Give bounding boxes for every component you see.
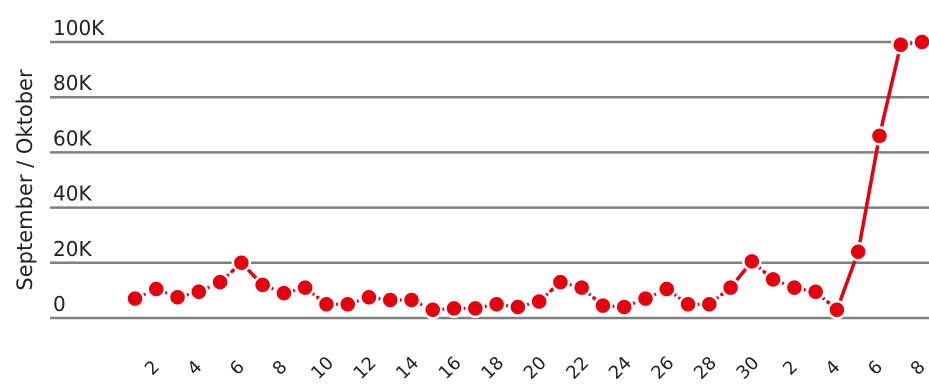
line-segment xyxy=(877,43,903,138)
data-point xyxy=(274,283,294,303)
x-tick-label: 6 xyxy=(864,357,887,380)
x-tick-label: 30 xyxy=(732,353,763,384)
x-tick-label: 12 xyxy=(350,353,381,384)
line-segment xyxy=(856,134,882,254)
data-point xyxy=(614,297,634,317)
data-point xyxy=(890,35,911,55)
x-tick-label: 6 xyxy=(226,357,249,380)
data-point xyxy=(720,277,741,298)
x-tick-label: 2 xyxy=(141,357,164,380)
data-point xyxy=(571,277,592,298)
x-tick-label: 4 xyxy=(822,357,845,380)
gridlines xyxy=(50,40,929,320)
x-axis-ticks: 2 4 6 8 10 12 14 16 18 20 22 24 26 28 30 2 4 6 8 xyxy=(141,353,929,384)
series-points xyxy=(125,32,929,320)
x-tick-label: 14 xyxy=(392,353,423,384)
data-point xyxy=(359,287,379,308)
x-tick-label: 26 xyxy=(647,353,678,384)
data-point xyxy=(912,32,929,52)
data-point xyxy=(742,251,762,272)
data-point xyxy=(252,275,273,295)
y-tick-label: 0 xyxy=(53,292,66,316)
x-tick-label: 10 xyxy=(307,353,338,384)
y-tick-label: 60K xyxy=(53,126,92,150)
data-point xyxy=(635,288,656,309)
x-tick-label: 22 xyxy=(562,353,593,384)
x-tick-label: 4 xyxy=(183,357,206,380)
data-point xyxy=(423,299,443,320)
x-tick-label: 20 xyxy=(520,353,551,384)
data-point xyxy=(529,291,549,312)
data-point xyxy=(699,294,720,314)
series-line xyxy=(133,40,924,312)
x-tick-label: 16 xyxy=(435,353,466,384)
data-point xyxy=(231,253,252,273)
x-tick-label: 8 xyxy=(907,357,929,380)
data-point xyxy=(295,277,315,298)
data-point xyxy=(763,269,783,290)
data-point xyxy=(657,279,677,299)
data-point xyxy=(380,290,400,310)
data-point xyxy=(401,290,422,310)
data-point xyxy=(486,294,507,314)
data-point xyxy=(146,279,167,299)
y-tick-label: 100K xyxy=(53,16,105,40)
y-tick-label: 20K xyxy=(53,237,92,261)
data-point xyxy=(593,295,613,316)
data-point xyxy=(444,298,464,319)
data-point xyxy=(508,297,528,317)
data-point xyxy=(465,298,486,319)
x-tick-label: 28 xyxy=(690,353,721,384)
data-point xyxy=(189,282,209,302)
y-tick-label: 80K xyxy=(53,71,92,95)
data-point xyxy=(678,294,698,314)
data-point xyxy=(848,242,868,262)
y-tick-label: 40K xyxy=(53,182,92,206)
data-point xyxy=(805,282,826,302)
x-tick-label: 18 xyxy=(477,353,508,384)
data-point xyxy=(316,294,337,314)
data-point xyxy=(210,272,230,292)
data-point xyxy=(869,126,890,146)
x-tick-label: 8 xyxy=(269,357,292,380)
data-point xyxy=(827,299,847,320)
y-axis-ticks: 0 20K 40K 60K 80K 100K xyxy=(53,16,105,316)
data-point xyxy=(784,277,805,298)
data-point xyxy=(337,294,358,314)
y-axis-label: September / Oktober xyxy=(13,69,37,291)
x-tick-label: 2 xyxy=(779,357,802,380)
data-point xyxy=(125,288,145,309)
data-point xyxy=(550,272,571,292)
data-point xyxy=(167,287,188,308)
x-tick-label: 24 xyxy=(605,353,636,384)
line-segment xyxy=(835,250,860,312)
